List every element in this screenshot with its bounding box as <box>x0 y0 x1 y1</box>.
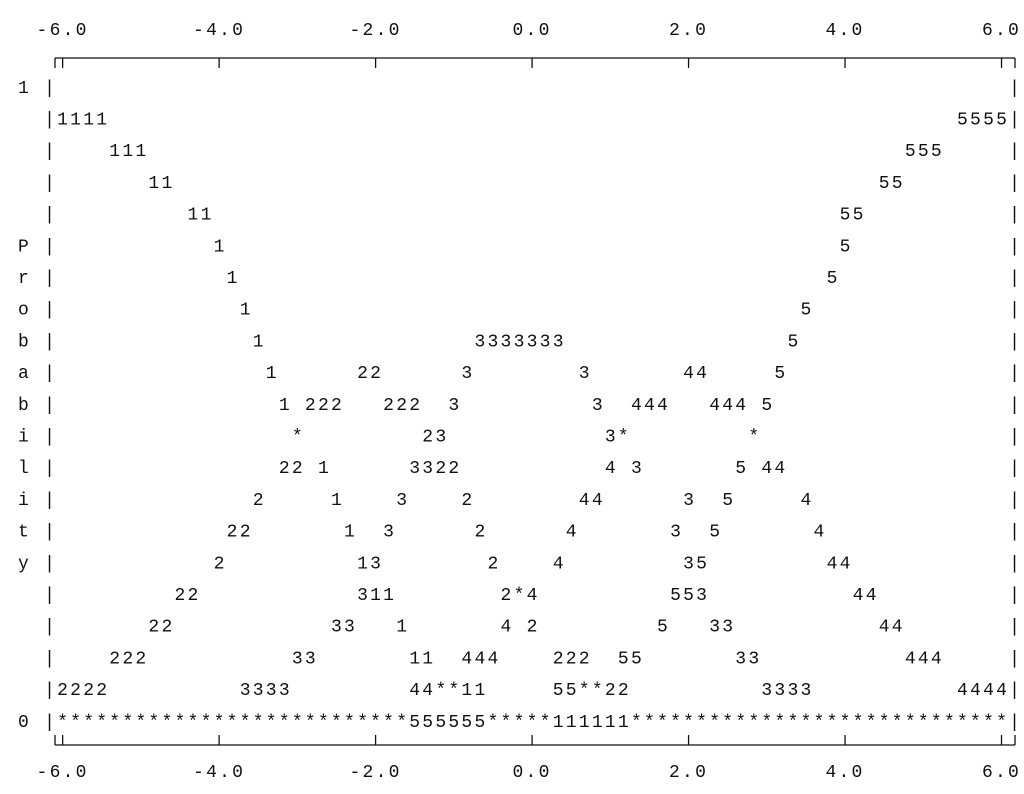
plot-row: |2222 3333 44**11 55**22 3333 4444| <box>18 681 1022 701</box>
plot-row: y | 2 13 2 4 35 44 | <box>18 554 1022 574</box>
top-axis-label: 4.0 <box>825 21 864 41</box>
bottom-axis-label: 4.0 <box>825 763 864 783</box>
plot-row: | 11 55 | <box>18 206 1022 226</box>
plot-row: i | 2 1 3 2 44 3 5 4 | <box>18 491 1022 511</box>
plot-row: | 22 311 2*4 553 44 | <box>18 586 1022 606</box>
plot-row: t | 22 1 3 2 4 3 5 4 | <box>18 523 1022 543</box>
plot-row: l | 22 1 3322 4 3 5 44 | <box>18 459 1022 479</box>
axis-frame <box>54 57 1016 746</box>
bottom-axis-label: 6.0 <box>982 763 1021 783</box>
plot-row: 1 | | <box>18 79 1022 99</box>
top-axis-label: -2.0 <box>350 21 402 41</box>
plot-row: o | 1 5 | <box>18 301 1022 321</box>
plot-row: 0 |***************************555555****… <box>18 713 1022 733</box>
top-axis-label: -6.0 <box>37 21 89 41</box>
plot-row: | 11 55 | <box>18 174 1022 194</box>
plot-row: a | 1 22 3 3 44 5 | <box>18 364 1022 384</box>
plot-row: | 222 33 11 444 222 55 33 444 | <box>18 649 1022 669</box>
bottom-axis-label: -6.0 <box>37 763 89 783</box>
plot-row: b | 1 3333333 5 | <box>18 332 1022 352</box>
bottom-axis-label: -2.0 <box>350 763 402 783</box>
plot-row: |1111 5555| <box>18 110 1022 130</box>
top-axis-label: 0.0 <box>513 21 552 41</box>
bottom-axis-label: 0.0 <box>513 763 552 783</box>
plot-row: i | * 23 3* * | <box>18 427 1022 447</box>
plot-row: P | 1 5 | <box>18 237 1022 257</box>
plot-row: | 22 33 1 4 2 5 33 44 | <box>18 618 1022 638</box>
plot-row: b | 1 222 222 3 3 444 444 5 | <box>18 396 1022 416</box>
bottom-axis-label: 2.0 <box>669 763 708 783</box>
top-axis-label: 2.0 <box>669 21 708 41</box>
bottom-axis-label: -4.0 <box>193 763 245 783</box>
plot-row: r | 1 5 | <box>18 269 1022 289</box>
plot-row: | 111 555 | <box>18 142 1022 162</box>
top-axis-label: -4.0 <box>193 21 245 41</box>
top-axis-label: 6.0 <box>982 21 1021 41</box>
